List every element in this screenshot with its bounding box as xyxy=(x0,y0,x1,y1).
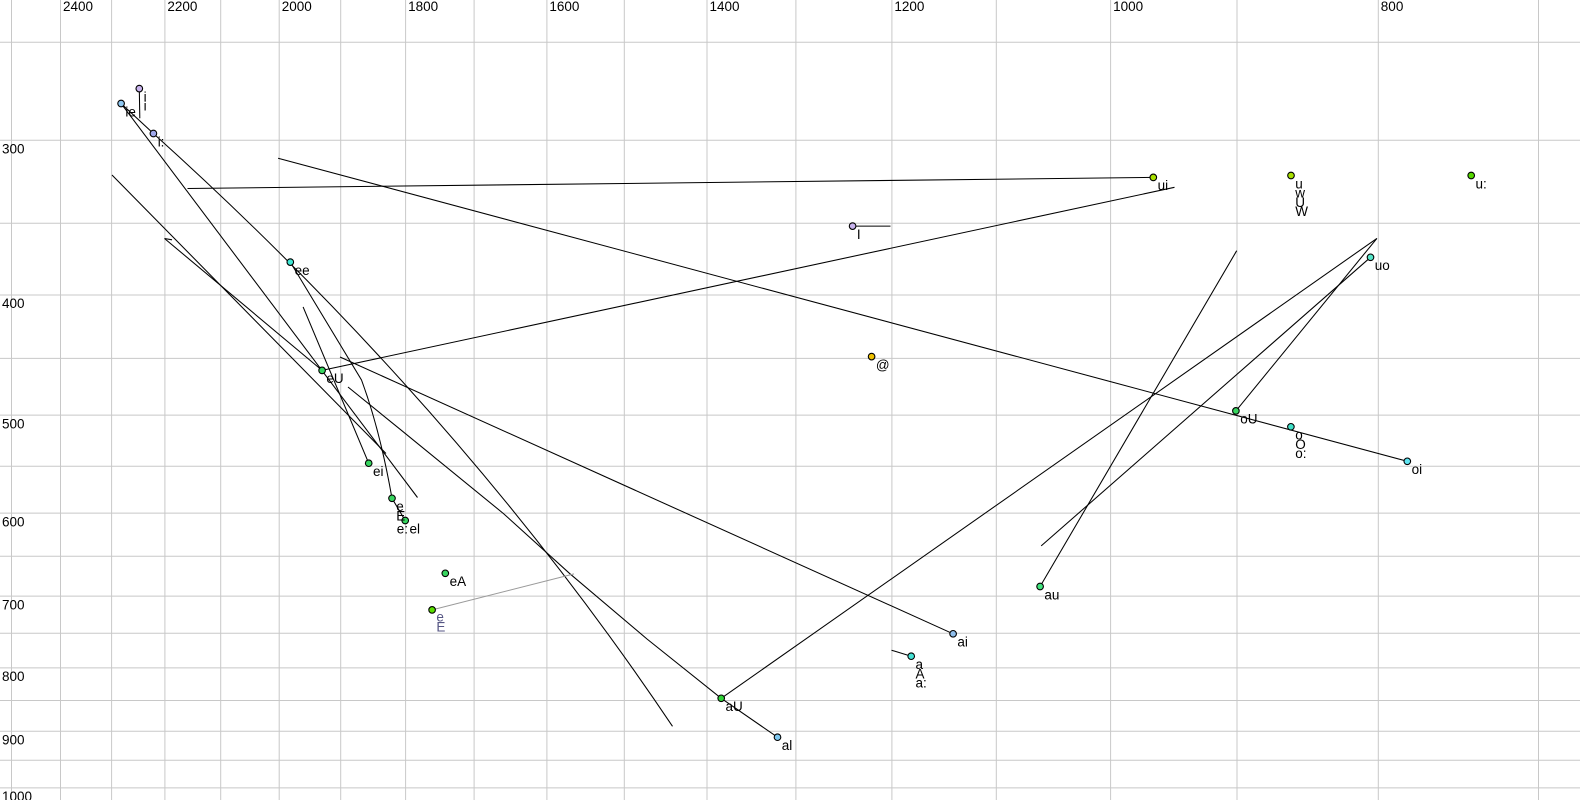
svg-text:300: 300 xyxy=(2,142,25,157)
svg-text:el: el xyxy=(410,521,421,536)
svg-text:400: 400 xyxy=(2,296,25,311)
svg-text:ui: ui xyxy=(1158,178,1169,193)
svg-text:1200: 1200 xyxy=(894,0,924,14)
svg-text:ee: ee xyxy=(295,263,310,278)
svg-text:U: U xyxy=(1295,195,1305,210)
svg-text:al: al xyxy=(782,738,793,753)
svg-text:i: i xyxy=(144,99,147,114)
svg-text:oi: oi xyxy=(1412,462,1423,477)
svg-text:E: E xyxy=(396,508,405,523)
svg-text:2200: 2200 xyxy=(167,0,197,14)
svg-text:i: i xyxy=(144,89,147,104)
svg-text:A: A xyxy=(916,666,925,681)
svg-text:au: au xyxy=(1044,587,1059,602)
svg-text:ei: ei xyxy=(373,464,384,479)
svg-text:700: 700 xyxy=(2,597,25,612)
svg-text:a: a xyxy=(916,657,924,672)
svg-text:2400: 2400 xyxy=(63,0,93,14)
svg-text:ai: ai xyxy=(957,635,968,650)
svg-text:W: W xyxy=(1295,204,1308,219)
svg-text:2000: 2000 xyxy=(282,0,312,14)
svg-text:a:: a: xyxy=(916,676,927,691)
svg-text:1000: 1000 xyxy=(1113,0,1143,14)
svg-text:1800: 1800 xyxy=(408,0,438,14)
svg-text:I: I xyxy=(857,227,861,242)
svg-text:e: e xyxy=(436,610,444,625)
svg-text:900: 900 xyxy=(2,732,25,747)
svg-text:oU: oU xyxy=(1240,412,1257,427)
svg-text:500: 500 xyxy=(2,416,25,431)
svg-text:eA: eA xyxy=(450,574,467,589)
svg-text:u:: u: xyxy=(1476,176,1487,191)
svg-text:i:: i: xyxy=(158,134,165,149)
svg-text:o: o xyxy=(1295,428,1303,443)
svg-text:o:: o: xyxy=(1295,446,1306,461)
svg-text:600: 600 xyxy=(2,514,25,529)
svg-text:e:: e: xyxy=(397,521,408,536)
svg-text:u: u xyxy=(1295,176,1303,191)
svg-text:1000: 1000 xyxy=(2,789,32,800)
svg-text:ie: ie xyxy=(125,104,136,119)
svg-text:E: E xyxy=(436,620,445,635)
svg-text:aU: aU xyxy=(726,699,743,714)
svg-text:800: 800 xyxy=(1381,0,1404,14)
svg-text:1400: 1400 xyxy=(710,0,740,14)
svg-text:800: 800 xyxy=(2,669,25,684)
svg-text:O: O xyxy=(1295,437,1306,452)
svg-text:w: w xyxy=(1294,186,1305,201)
svg-text:e: e xyxy=(396,499,404,514)
svg-text:1600: 1600 xyxy=(549,0,579,14)
svg-text:uo: uo xyxy=(1375,258,1390,273)
svg-text:@: @ xyxy=(876,357,890,372)
svg-text:eU: eU xyxy=(326,371,343,386)
